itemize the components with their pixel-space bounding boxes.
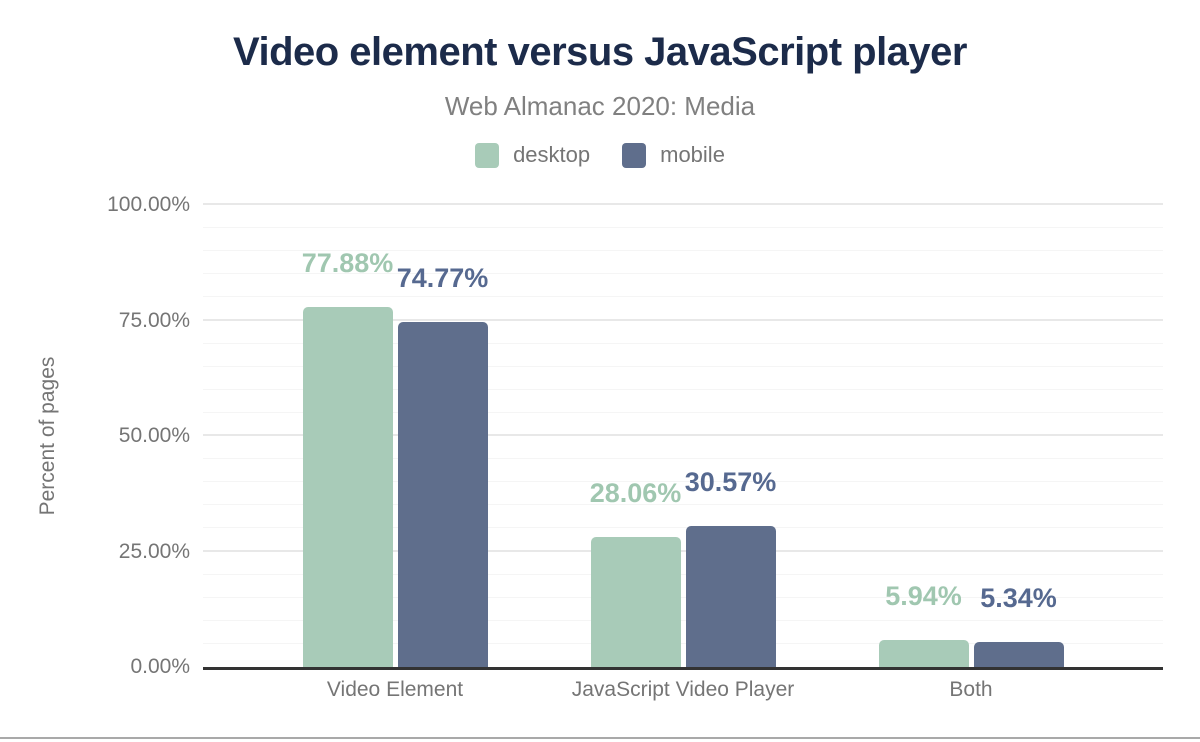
bar-desktop-both [878, 639, 969, 667]
legend: desktop mobile [0, 142, 1200, 168]
gridline-major [203, 434, 1163, 436]
gridline-minor [203, 388, 1163, 390]
x-category-label-video-element: Video Element [326, 678, 464, 701]
bar-value-label-mobile-javascript-video-player: 30.57% [684, 466, 777, 497]
gridline-minor [203, 458, 1163, 460]
bar-desktop-javascript-video-player [590, 537, 681, 667]
gridline-minor [203, 504, 1163, 506]
bar-value-label-mobile-video-element: 74.77% [396, 262, 489, 293]
legend-item-desktop: desktop [475, 142, 590, 168]
bar-value-label-desktop-video-element: 77.88% [301, 248, 394, 279]
desktop-series-swatch [475, 142, 500, 168]
gridline-major [203, 318, 1163, 321]
chart-subtitle: Web Almanac 2020: Media [444, 91, 756, 121]
gridline-minor [203, 619, 1163, 621]
gridline-minor [203, 250, 1163, 252]
gridline-minor [203, 527, 1163, 529]
x-category-label-both: Both [949, 678, 993, 701]
gridline-minor [203, 227, 1163, 229]
gridline-major [203, 203, 1163, 205]
plot-area: 77.88% 74.77% 28.06% 30.57% 5.94% 5.34% [203, 203, 1163, 670]
y-axis-tick-labels: 0.00% 25.00% 50.00% 75.00% 100.00% [0, 193, 190, 678]
gridline-minor [203, 342, 1163, 344]
y-tick-label: 0.00% [130, 655, 190, 678]
gridline-minor [203, 642, 1163, 644]
gridline-minor [203, 573, 1163, 575]
bar-value-label-mobile-both: 5.34% [980, 583, 1057, 614]
legend-label-mobile: mobile [660, 142, 725, 167]
chart-title: Video element versus JavaScript player [233, 30, 968, 74]
y-tick-label: 50.00% [118, 424, 190, 447]
gridline-minor [203, 481, 1163, 483]
bar-value-label-desktop-both: 5.94% [885, 580, 962, 611]
bar-desktop-video-element [302, 307, 393, 667]
y-tick-label: 100.00% [107, 193, 190, 216]
gridline-minor [203, 365, 1163, 367]
x-category-label-javascript-video-player: JavaScript Video Player [571, 678, 795, 701]
bar-value-label-desktop-javascript-video-player: 28.06% [589, 478, 682, 509]
gridline-minor [203, 296, 1163, 298]
gridline-major [203, 549, 1163, 552]
legend-item-mobile: mobile [622, 142, 725, 168]
gridline-minor [203, 273, 1163, 275]
bar-mobile-video-element [397, 321, 488, 667]
x-axis-category-labels: Video Element JavaScript Video Player Both [203, 678, 1163, 708]
mobile-series-swatch [622, 142, 647, 168]
y-tick-label: 25.00% [118, 539, 190, 563]
bar-mobile-javascript-video-player [685, 525, 776, 667]
gridline-minor [203, 411, 1163, 413]
gridline-minor [203, 596, 1163, 598]
bar-mobile-both [973, 642, 1064, 667]
bottom-border-line [0, 737, 1200, 739]
y-tick-label: 75.00% [118, 308, 190, 332]
legend-label-desktop: desktop [513, 142, 591, 167]
